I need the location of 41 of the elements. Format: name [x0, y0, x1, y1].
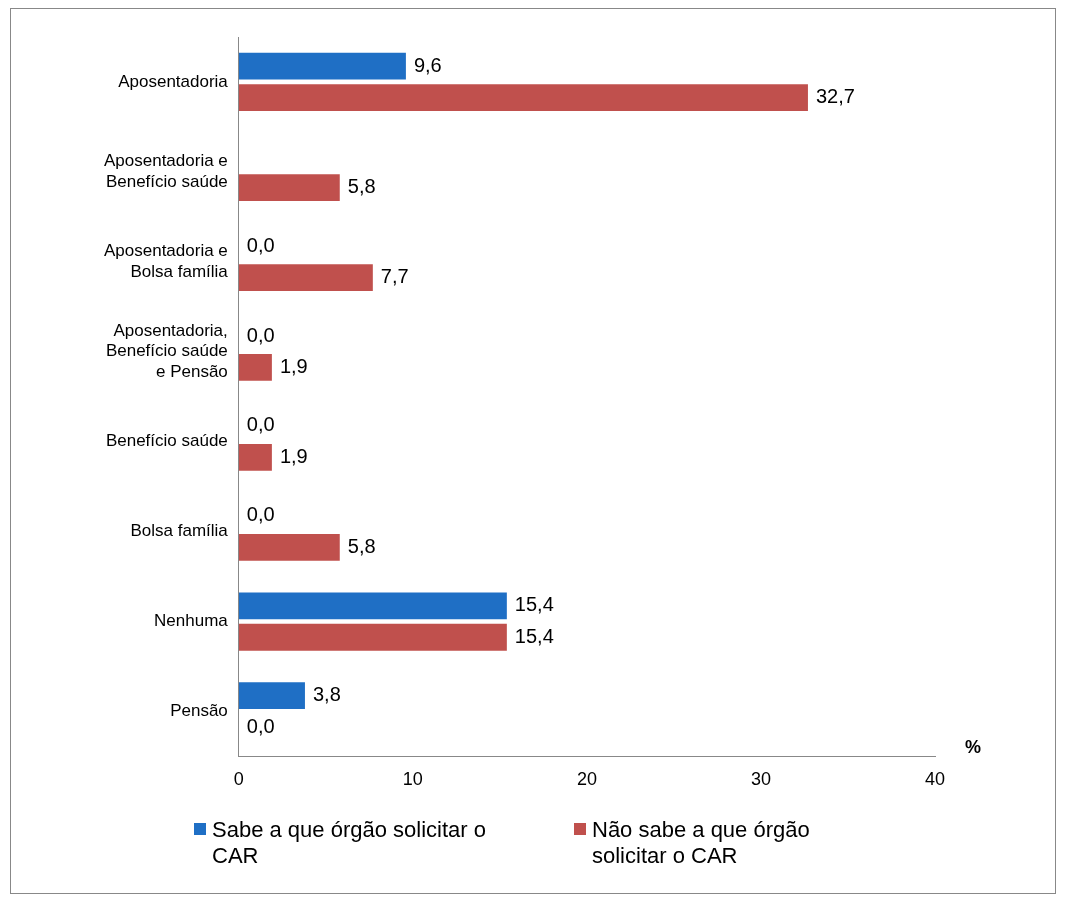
data-label: 15,4	[514, 593, 554, 616]
data-label: 15,4	[514, 624, 554, 647]
data-label: 32,7	[815, 85, 855, 108]
data-label: 9,6	[413, 53, 442, 76]
bar	[238, 533, 340, 561]
y-tick-label: Pensão	[170, 701, 228, 721]
y-tick-label: Aposentadoria, Benefício saúde e Pensão	[105, 321, 228, 381]
y-tick-label: Benefício saúde	[105, 431, 228, 451]
x-axis-title: %	[965, 737, 982, 758]
y-tick-label: Bolsa família	[130, 521, 229, 541]
y-tick-label: Aposentadoria	[118, 71, 229, 91]
data-label: 1,9	[279, 354, 308, 377]
y-tick-label: Aposentadoria e Benefício saúde	[103, 151, 228, 191]
data-label: 0,0	[246, 714, 275, 737]
data-label: 5,8	[347, 534, 376, 557]
x-tick-label: 30	[750, 769, 771, 790]
data-label: 5,8	[347, 175, 376, 198]
data-label: 0,0	[246, 413, 275, 436]
bar	[238, 264, 373, 291]
x-tick-label: 40	[924, 769, 946, 790]
bar	[238, 52, 406, 80]
bar	[238, 174, 340, 201]
y-tick-label: Aposentadoria e Bolsa família	[103, 241, 229, 281]
bar	[238, 444, 272, 471]
x-tick-label: 10	[402, 769, 423, 790]
data-label: 0,0	[246, 233, 275, 256]
bar	[238, 623, 507, 651]
bar	[238, 84, 808, 112]
legend-label: Não sabe a que órgão solicitar o CAR	[592, 817, 811, 869]
data-label: 3,8	[312, 683, 341, 706]
bar	[238, 354, 272, 381]
data-label: 1,9	[279, 444, 308, 467]
data-label: 0,0	[246, 503, 275, 526]
bar	[238, 682, 305, 710]
x-tick-label: 20	[576, 769, 597, 790]
x-tick-label: 0	[233, 769, 244, 790]
data-label: 7,7	[380, 265, 409, 288]
y-tick-label: Nenhuma	[154, 611, 229, 631]
bar	[238, 592, 507, 620]
legend-label: Sabe a que órgão solicitar o CAR	[212, 817, 487, 869]
data-label: 0,0	[246, 323, 275, 346]
